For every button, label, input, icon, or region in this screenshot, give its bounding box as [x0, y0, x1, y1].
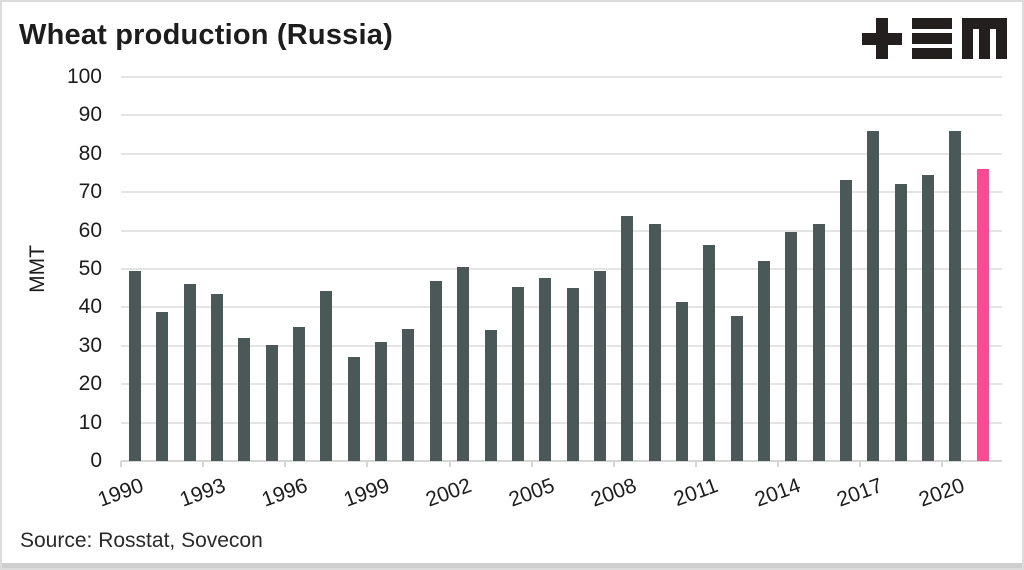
x-tick — [612, 461, 615, 467]
bar-2021 — [976, 169, 989, 461]
gridline — [121, 229, 1002, 232]
bar-2014 — [785, 231, 798, 461]
bar-2018 — [894, 184, 907, 461]
gridline — [121, 421, 1002, 424]
bar-1995 — [265, 345, 278, 461]
gridline — [121, 344, 1002, 347]
y-tick-label: 90 — [78, 103, 102, 127]
bar-2011 — [703, 245, 716, 461]
bar-1991 — [156, 311, 169, 461]
bar-2010 — [675, 301, 688, 461]
bar-2002 — [457, 266, 470, 461]
bar-2019 — [922, 174, 935, 461]
bar-2008 — [621, 216, 634, 461]
y-tick-label: 70 — [78, 180, 102, 204]
bottom-border — [2, 563, 1022, 568]
bar-1999 — [375, 341, 388, 461]
chart-title: Wheat production (Russia) — [19, 19, 393, 51]
y-tick-label: 100 — [66, 65, 102, 88]
x-tick — [366, 461, 369, 467]
x-tick — [120, 461, 123, 467]
y-tick-label: 50 — [78, 257, 102, 280]
x-tick — [940, 461, 943, 467]
source-caption: Source: Rosstat, Sovecon — [20, 529, 263, 552]
bar-1993 — [211, 293, 224, 461]
bar-2016 — [840, 179, 853, 461]
x-tick — [694, 461, 697, 467]
gridline — [121, 383, 1002, 386]
x-tick-label: 1993 — [177, 474, 229, 512]
gridline — [121, 306, 1002, 309]
bar-1992 — [183, 283, 196, 461]
x-tick-label: 2017 — [833, 474, 886, 512]
gridline — [121, 76, 1002, 78]
x-tick — [530, 461, 533, 467]
bar-1990 — [128, 270, 141, 461]
bar-2003 — [484, 330, 497, 461]
bar-2015 — [812, 223, 825, 461]
y-tick-label: 60 — [78, 218, 102, 242]
x-axis-line — [121, 460, 1002, 462]
gridline — [121, 268, 1002, 270]
x-tick-label: 2002 — [423, 474, 476, 512]
y-tick-label: 30 — [78, 333, 102, 357]
x-tick-label: 1999 — [341, 474, 393, 512]
m-glyph-icon — [962, 18, 1007, 59]
gridline — [121, 114, 1002, 117]
y-axis-label: MMT — [26, 245, 49, 293]
x-tick-label: 2005 — [505, 474, 558, 512]
bar-2020 — [949, 131, 962, 461]
bar-2006 — [566, 288, 579, 461]
y-tick-label: 40 — [78, 295, 102, 319]
y-tick-label: 80 — [78, 141, 102, 165]
bar-1998 — [347, 357, 360, 461]
x-tick-label: 1996 — [259, 474, 311, 512]
y-tick-label: 10 — [78, 410, 102, 434]
plus-glyph-icon — [862, 18, 902, 59]
gridline — [121, 191, 1002, 194]
bar-2000 — [402, 328, 415, 461]
bar-1996 — [293, 326, 306, 461]
x-tick — [284, 461, 287, 467]
x-tick-label: 2020 — [915, 474, 968, 512]
bar-2012 — [730, 316, 743, 461]
bar-2004 — [511, 286, 524, 461]
x-tick — [776, 461, 779, 467]
x-tick — [858, 461, 861, 467]
x-tick-label: 2011 — [670, 474, 722, 512]
bar-2009 — [648, 224, 661, 461]
bar-1994 — [238, 337, 251, 461]
x-tick-label: 1990 — [95, 474, 147, 512]
triple-bar-glyph-icon — [912, 18, 952, 59]
bar-2007 — [593, 271, 606, 461]
bar-2005 — [539, 278, 552, 461]
bar-1997 — [320, 290, 333, 461]
x-tick-label: 2014 — [751, 474, 804, 512]
x-tick — [448, 461, 451, 467]
bar-2001 — [429, 280, 442, 461]
tem-logo — [862, 18, 1007, 59]
gridline — [121, 152, 1002, 155]
bar-2013 — [758, 260, 771, 461]
x-tick — [202, 461, 205, 467]
y-tick-label: 0 — [90, 449, 102, 472]
y-tick-label: 20 — [78, 372, 102, 396]
bar-2017 — [867, 131, 880, 461]
x-tick-label: 2008 — [587, 474, 640, 512]
